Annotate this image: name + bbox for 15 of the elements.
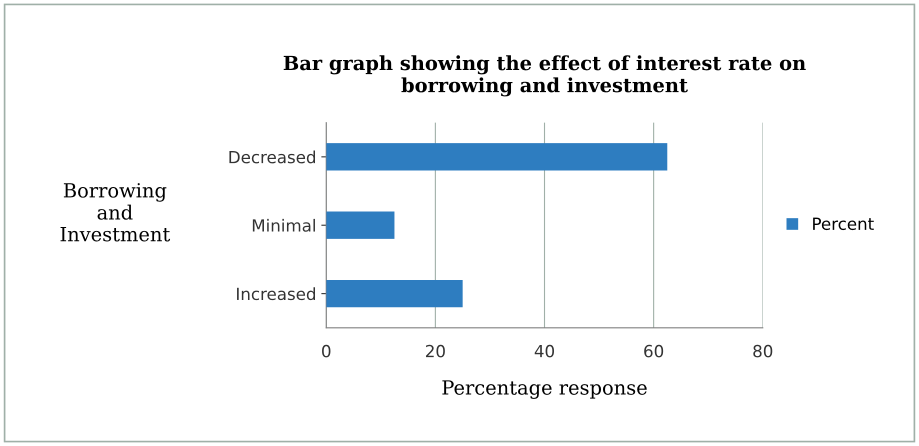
bar bbox=[326, 212, 394, 239]
x-tick-label: 80 bbox=[753, 344, 772, 358]
x-tick-label: 40 bbox=[534, 344, 554, 358]
x-tick-label: 60 bbox=[644, 344, 664, 358]
chart-title: Bar graph showing the effect of interest rate on borrowing and investment bbox=[284, 55, 806, 96]
y-tick-label: Decreased bbox=[229, 150, 316, 164]
y-axis-title: Borrowing and Investment bbox=[60, 183, 170, 242]
bar bbox=[326, 143, 668, 171]
x-tick-label: 20 bbox=[426, 344, 445, 358]
bar bbox=[326, 280, 463, 308]
legend-label: Percent bbox=[813, 218, 874, 230]
y-tick-label: Minimal bbox=[252, 218, 315, 232]
x-axis-title: Percentage response bbox=[442, 380, 647, 399]
y-tick-label: Increased bbox=[237, 287, 316, 300]
x-tick-label: 0 bbox=[322, 344, 330, 358]
